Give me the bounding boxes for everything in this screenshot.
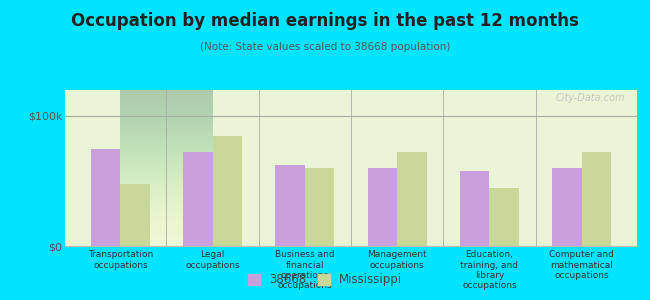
Legend: 38668, Mississippi: 38668, Mississippi [243,269,407,291]
Bar [460,171,489,246]
Bar [213,136,242,246]
Bar [120,184,150,246]
Bar [368,168,397,246]
Text: Occupation by median earnings in the past 12 months: Occupation by median earnings in the pas… [71,12,579,30]
Bar [552,168,582,246]
Bar [397,152,426,246]
Text: City-Data.com: City-Data.com [556,93,625,103]
Text: (Note: State values scaled to 38668 population): (Note: State values scaled to 38668 popu… [200,42,450,52]
Bar [276,165,305,246]
Bar [305,168,334,246]
Bar [183,152,213,246]
Bar [582,152,611,246]
Bar [91,148,120,246]
Bar [489,188,519,246]
